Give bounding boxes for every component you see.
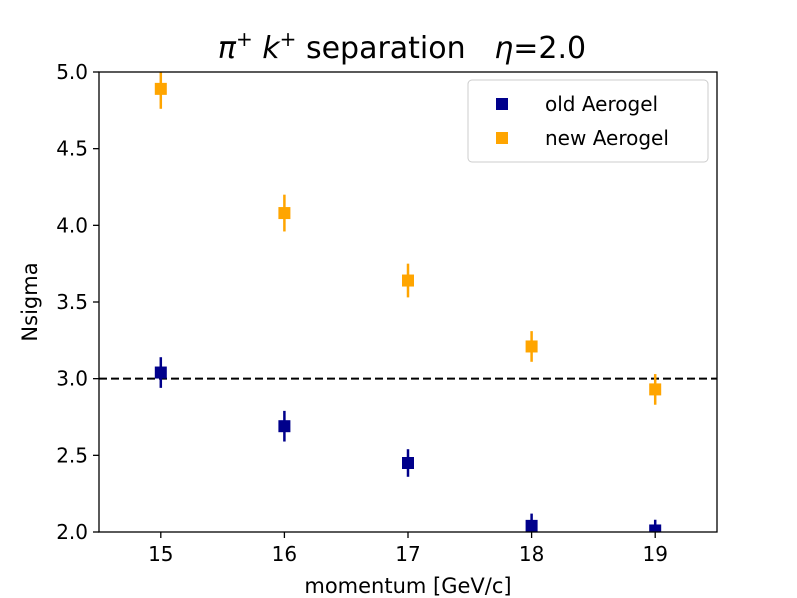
title-eta-value: =2.0 xyxy=(513,31,586,66)
axes-frame xyxy=(98,71,718,533)
chart-title: π+ k+ separation η=2.0 xyxy=(218,27,586,66)
x-axis-title: momentum [GeV/c] xyxy=(304,574,511,598)
old-aerogel-point xyxy=(649,524,662,532)
title-k: k xyxy=(262,31,281,66)
legend-label: new Aerogel xyxy=(545,126,669,150)
old-aerogel-point xyxy=(402,457,414,469)
legend-marker xyxy=(496,98,508,110)
y-tick-label: 3.0 xyxy=(56,367,88,391)
x-tick-label: 19 xyxy=(642,542,667,566)
y-tick-label: 2.5 xyxy=(56,443,88,467)
new-aerogel-point xyxy=(402,274,414,287)
old-aerogel-point xyxy=(278,420,291,433)
title-eta: η xyxy=(494,31,513,66)
legend-box xyxy=(467,79,709,163)
title-pi: π xyxy=(218,31,237,66)
x-tick-label: 16 xyxy=(272,542,297,566)
title-separation: separation xyxy=(306,31,466,66)
title-pi-superscript: + xyxy=(236,27,253,51)
x-tick-label: 15 xyxy=(148,542,173,566)
y-tick-label: 2.0 xyxy=(56,520,88,544)
y-axis-title: Nsigma xyxy=(18,262,42,341)
old-aerogel-point xyxy=(154,366,167,379)
new-aerogel-point xyxy=(649,383,662,396)
legend: old Aerogel new Aerogel xyxy=(467,79,709,163)
x-tick-label: 17 xyxy=(395,542,420,566)
svg-text:π+ k+ separation η=2.0: π+ k+ separation η=2.0 xyxy=(218,27,586,66)
y-tick-label: 4.5 xyxy=(56,137,88,161)
x-tick-label: 18 xyxy=(519,542,544,566)
title-k-superscript: + xyxy=(280,27,297,51)
data-markers xyxy=(154,72,662,532)
new-aerogel-point xyxy=(525,340,538,353)
y-tick-label: 5.0 xyxy=(56,60,88,84)
plot-area: 15 16 17 18 19 2.0 2.5 3.0 3.5 4.0 4.5 5.0 xyxy=(56,60,718,566)
new-aerogel-point xyxy=(154,82,167,95)
y-tick-label: 4.0 xyxy=(56,213,88,237)
legend-marker xyxy=(496,132,508,144)
y-tick-label: 3.5 xyxy=(56,290,88,314)
legend-label: old Aerogel xyxy=(545,92,658,116)
old-aerogel-point xyxy=(525,519,538,532)
new-aerogel-point xyxy=(278,207,291,220)
